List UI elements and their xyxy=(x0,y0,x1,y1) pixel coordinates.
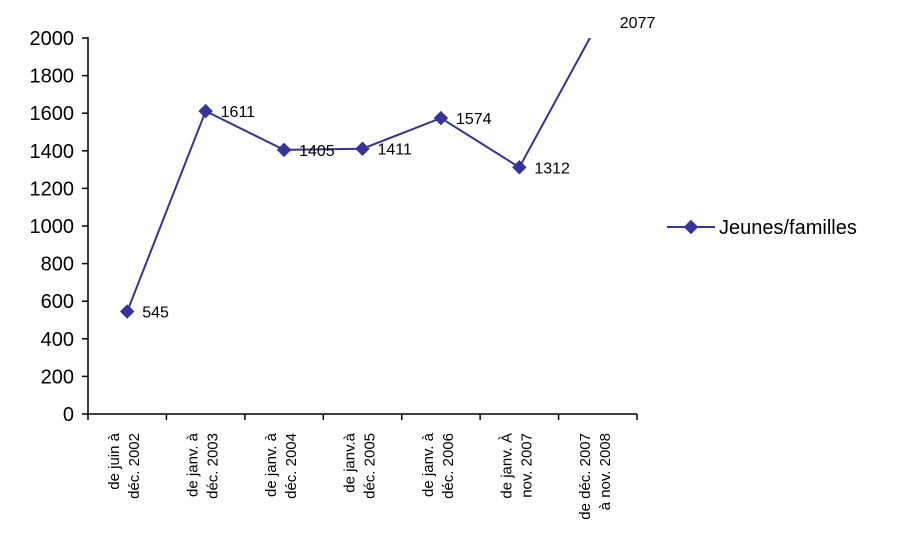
series-layer xyxy=(120,38,592,319)
legend-marker xyxy=(683,219,699,235)
data-point xyxy=(433,110,449,126)
x-category-label: déc. 2006 xyxy=(440,433,457,499)
y-tick-label: 0 xyxy=(63,404,74,426)
x-category-label: de juin à xyxy=(106,432,123,489)
y-tick-label: 400 xyxy=(41,329,74,351)
x-category-label: de janv. À xyxy=(498,433,515,499)
y-tick-label: 1400 xyxy=(30,141,75,163)
data-label: 2077 xyxy=(620,15,656,32)
chart-axes xyxy=(87,37,637,415)
data-label: 1611 xyxy=(221,104,256,121)
y-axis-ticks: 0 200 400 600 800 1000 1200 1400 1600 1800 2000 xyxy=(30,28,88,426)
x-category-label: de janv. à xyxy=(185,432,202,497)
y-tick-label: 2000 xyxy=(30,28,75,50)
data-label: 1405 xyxy=(299,143,335,160)
x-category-label: nov. 2007 xyxy=(518,433,535,498)
data-label: 1312 xyxy=(534,160,570,177)
data-point xyxy=(512,160,527,175)
x-category-label: déc. 2003 xyxy=(205,433,222,499)
data-label: 1411 xyxy=(378,142,413,159)
data-point xyxy=(198,103,213,119)
y-tick-label: 800 xyxy=(41,254,74,276)
data-point xyxy=(355,141,370,156)
x-category-label: de janv.à xyxy=(342,432,359,492)
x-category-label: de janv. à xyxy=(420,432,437,497)
x-category-label: déc. 2005 xyxy=(362,433,379,499)
x-category-label: à nov. 2008 xyxy=(597,433,614,510)
data-label: 545 xyxy=(142,305,169,322)
y-tick-label: 1000 xyxy=(30,216,75,238)
data-labels-layer: 545 1611 1405 1411 1574 1312 2077 xyxy=(142,15,655,322)
x-category-label: de janv. à xyxy=(263,432,280,497)
series-line xyxy=(126,38,592,312)
data-point xyxy=(120,304,135,319)
y-tick-label: 1800 xyxy=(30,66,75,88)
y-tick-label: 200 xyxy=(41,366,74,388)
legend: Jeunes/familles xyxy=(667,217,857,239)
y-tick-label: 1200 xyxy=(30,178,75,200)
data-label: 1574 xyxy=(456,111,492,128)
y-tick-label: 600 xyxy=(41,291,74,313)
x-category-label: déc. 2004 xyxy=(283,433,300,499)
x-axis-ticks: de juin à déc. 2002 de janv. à déc. 2003 de … xyxy=(87,414,638,520)
legend-label: Jeunes/familles xyxy=(719,217,857,239)
x-category-label: déc. 2002 xyxy=(126,433,143,499)
x-category-label: de déc. 2007 xyxy=(577,433,594,520)
y-tick-label: 1600 xyxy=(30,103,75,125)
data-point xyxy=(276,142,292,158)
